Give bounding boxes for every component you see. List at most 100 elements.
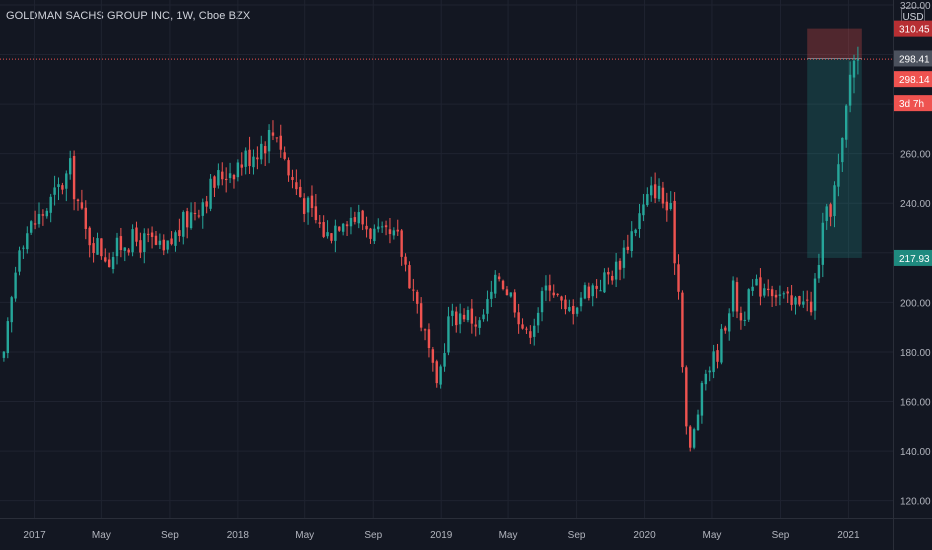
candle-body: [708, 370, 711, 373]
x-tick-label: Sep: [161, 530, 179, 541]
x-tick-label: Sep: [568, 530, 586, 541]
stop-price-label: 310.45: [899, 25, 930, 36]
candle-body: [252, 156, 255, 168]
candle-body: [193, 212, 197, 214]
candle-body: [53, 187, 56, 195]
candle-body: [653, 184, 657, 199]
candle-body: [170, 238, 173, 245]
candle-body: [154, 235, 158, 245]
candle-body: [287, 160, 290, 176]
candle-body: [18, 250, 21, 272]
countdown-label: 3d 7h: [899, 99, 924, 110]
candle-body: [143, 233, 146, 253]
candle-body: [88, 227, 91, 246]
candle-body: [505, 289, 509, 296]
candle-body: [607, 271, 610, 275]
candle-body: [739, 312, 743, 321]
candle-body: [302, 198, 306, 214]
candle-body: [455, 311, 458, 326]
candle-body: [80, 202, 84, 209]
candle-body: [384, 225, 388, 228]
candle-body: [825, 206, 828, 221]
candle-body: [260, 143, 263, 160]
candle-body: [357, 212, 360, 224]
candle-body: [68, 158, 72, 175]
candle-body: [104, 257, 107, 262]
candle-body: [685, 367, 688, 427]
candle-body: [716, 350, 719, 362]
candle-body: [37, 213, 41, 225]
candle-body: [774, 294, 778, 298]
candle-body: [552, 292, 555, 296]
candle-body: [611, 275, 614, 281]
candle-body: [111, 257, 115, 270]
candle-body: [731, 280, 735, 312]
candle-body: [583, 285, 587, 299]
candle-body: [540, 291, 544, 313]
candle-body: [533, 325, 536, 337]
candle-body: [2, 351, 6, 358]
candle-body: [556, 293, 559, 295]
candle-body: [423, 329, 427, 331]
candle-body: [529, 331, 532, 338]
candle-body: [408, 265, 411, 289]
candle-body: [119, 236, 123, 251]
candle-body: [778, 294, 782, 296]
candle-body: [712, 351, 715, 373]
candle-body: [462, 314, 466, 320]
candle-body: [572, 305, 575, 315]
candle-body: [178, 230, 181, 237]
candle-body: [486, 299, 489, 314]
candle-body: [786, 291, 789, 294]
last-price-label: 298.14: [899, 75, 930, 86]
x-tick-label: May: [702, 530, 721, 541]
candle-body: [482, 314, 485, 320]
candle-body: [802, 301, 805, 305]
candle-body: [217, 170, 220, 186]
candle-body: [790, 295, 793, 305]
candle-body: [334, 225, 337, 241]
candle-body: [29, 221, 33, 233]
candle-body: [431, 349, 435, 363]
candle-body: [829, 204, 832, 217]
candle-body: [509, 292, 513, 297]
candle-body: [759, 277, 762, 297]
candle-body: [248, 149, 251, 167]
candle-body: [638, 213, 641, 230]
candle-body: [634, 229, 637, 234]
candle-body: [201, 202, 204, 216]
countdown-label-bg: [894, 95, 932, 112]
y-tick-label: 120.00: [900, 497, 931, 508]
candle-body: [618, 260, 622, 270]
candle-body: [182, 212, 185, 237]
candle-body: [497, 276, 501, 280]
price-labels: 310.45 298.41 298.14 3d 7h 217.93: [894, 20, 932, 266]
candle-body: [416, 291, 419, 304]
candle-body: [377, 226, 380, 230]
candle-body: [373, 228, 376, 242]
candle-body: [295, 182, 298, 190]
candle-body: [256, 157, 259, 160]
x-tick-label: 2021: [837, 530, 860, 541]
candle-body: [657, 185, 661, 199]
candle-body: [770, 289, 774, 297]
stop-zone: [807, 28, 862, 59]
candle-body: [447, 316, 450, 353]
candle-body: [135, 227, 138, 242]
candle-body: [146, 233, 150, 235]
y-tick-label: 180.00: [900, 348, 931, 359]
candle-body: [501, 280, 505, 290]
candle-body: [595, 285, 598, 289]
candle-body: [392, 230, 396, 236]
candle-body: [84, 207, 87, 229]
candle-body: [856, 59, 860, 61]
candle-body: [568, 307, 571, 311]
candle-body: [139, 240, 142, 253]
candle-body: [427, 329, 431, 348]
candle-body: [677, 264, 680, 292]
candle-body: [700, 382, 704, 416]
candle-body: [751, 286, 754, 291]
candle-body: [681, 292, 684, 368]
candle-body: [841, 137, 844, 163]
